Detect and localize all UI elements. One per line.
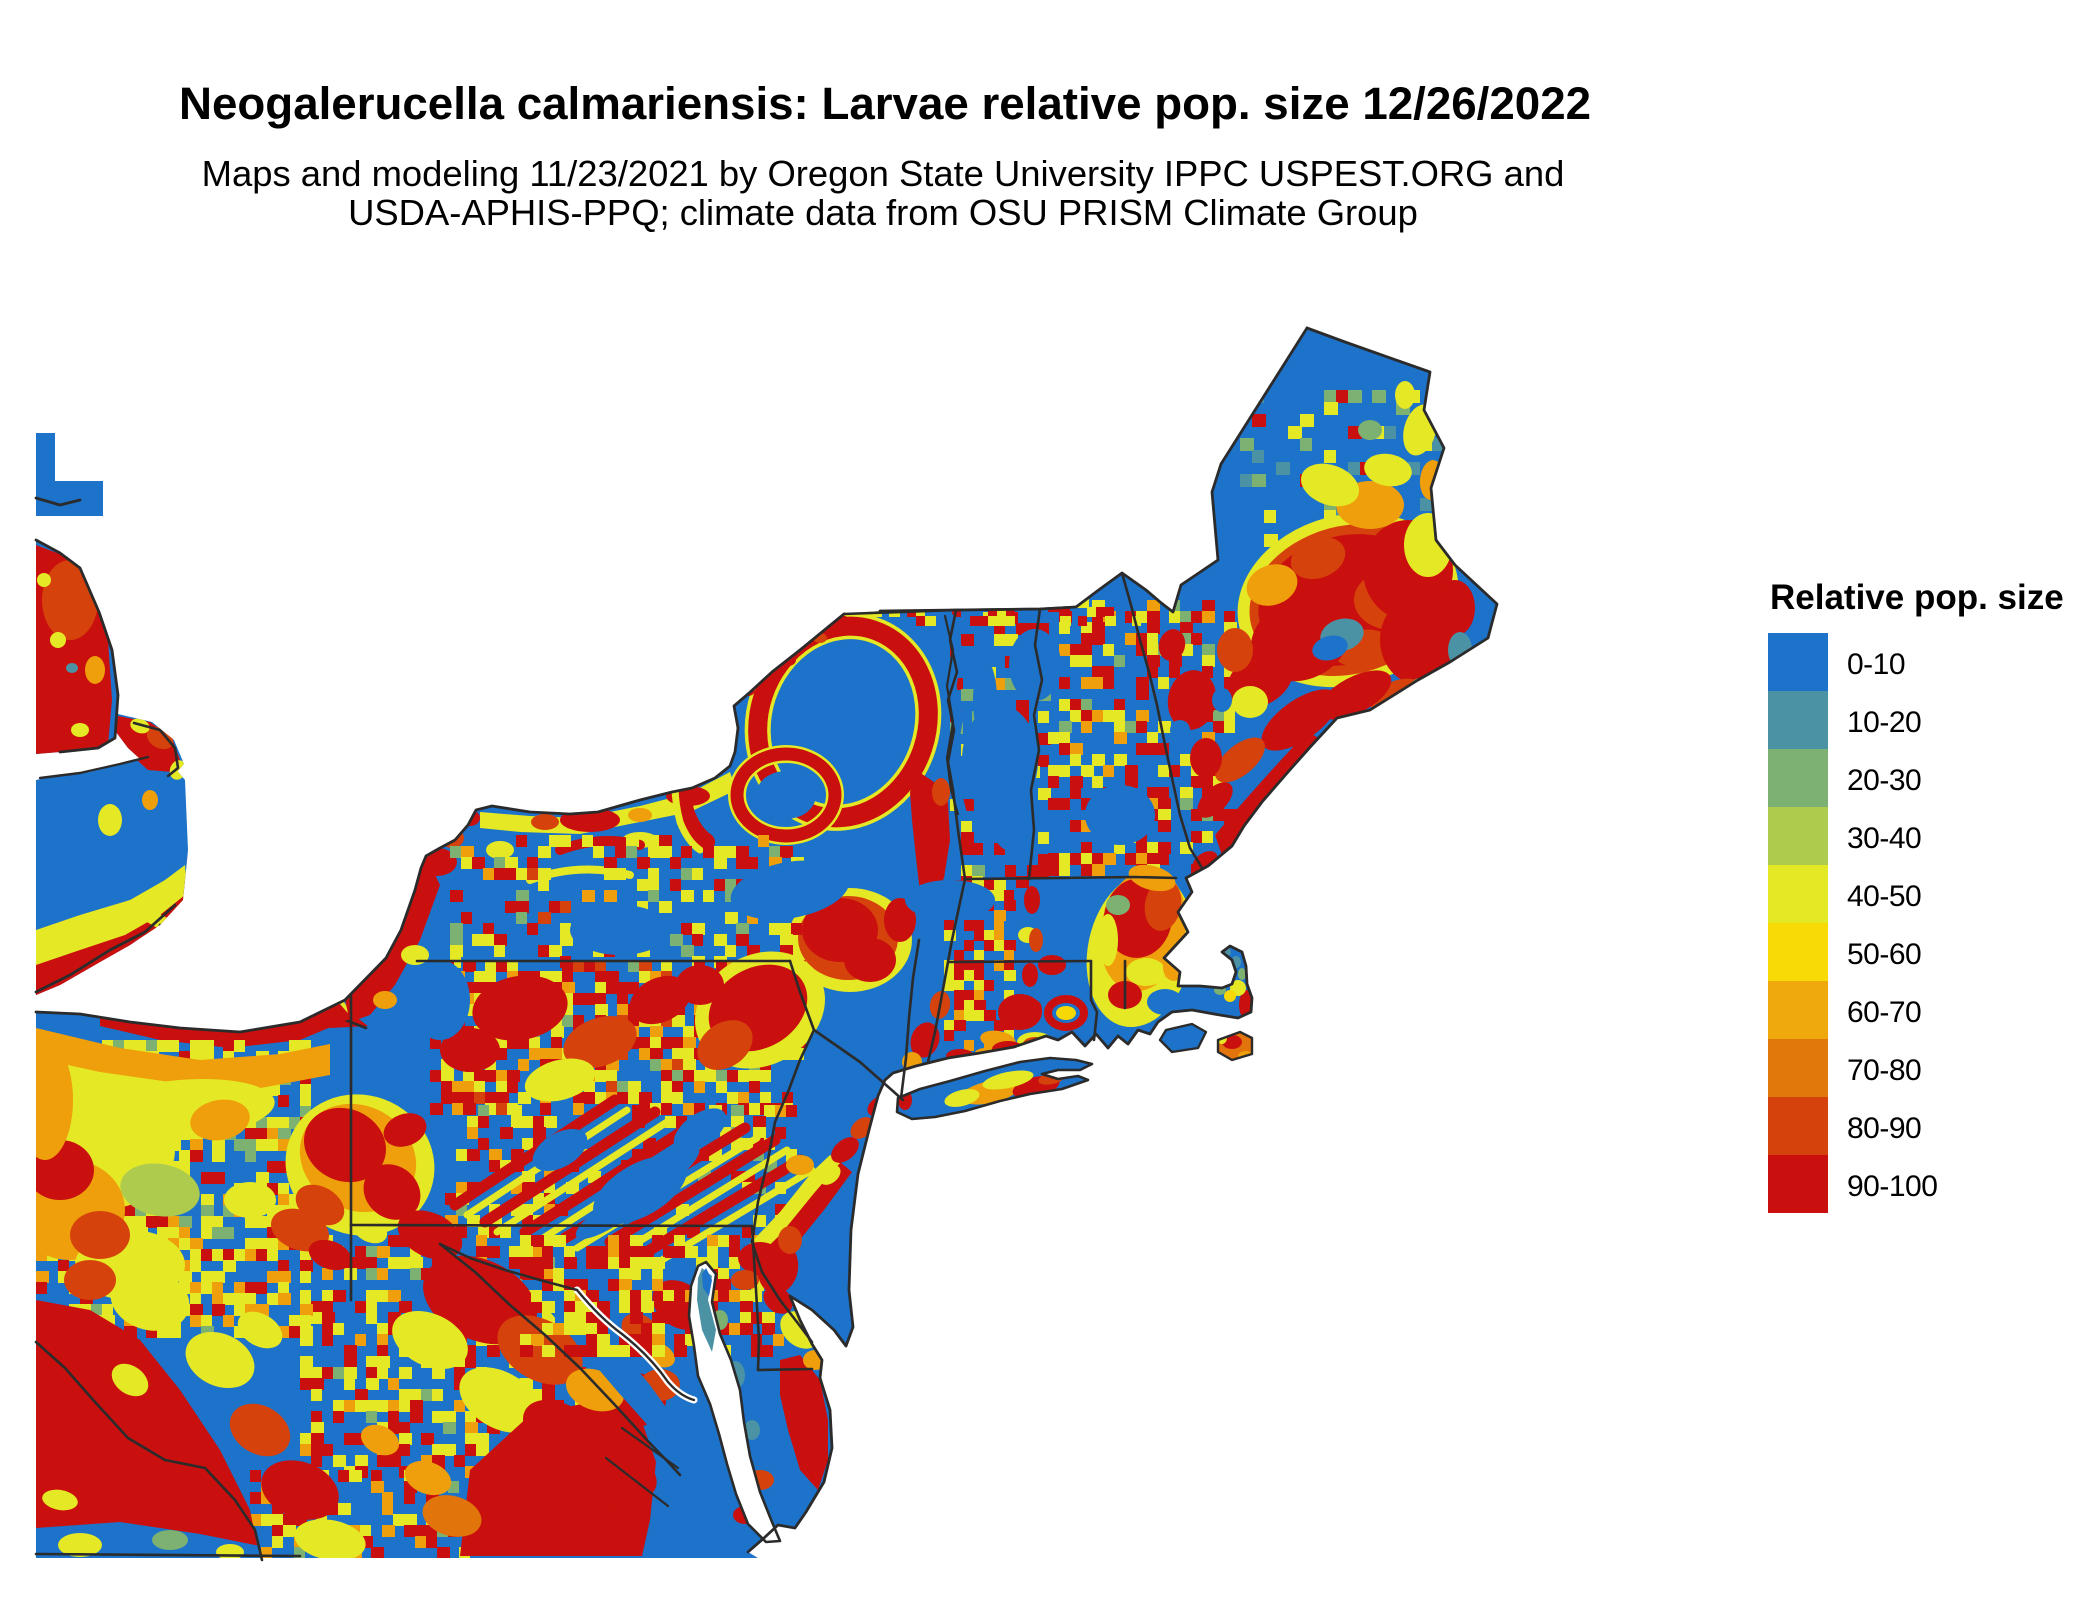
svg-text:Neogalerucella calmariensis: L: Neogalerucella calmariensis: Larvae rela… bbox=[179, 78, 1591, 129]
svg-text:20-30: 20-30 bbox=[1847, 764, 1921, 797]
svg-text:Maps and modeling 11/23/2021 b: Maps and modeling 11/23/2021 by Oregon S… bbox=[202, 153, 1565, 194]
svg-text:30-40: 30-40 bbox=[1847, 822, 1921, 855]
svg-text:60-70: 60-70 bbox=[1847, 996, 1921, 1029]
svg-text:90-100: 90-100 bbox=[1847, 1170, 1937, 1203]
svg-text:0-10: 0-10 bbox=[1847, 648, 1905, 681]
svg-text:70-80: 70-80 bbox=[1847, 1054, 1921, 1087]
svg-text:USDA-APHIS-PPQ; climate data f: USDA-APHIS-PPQ; climate data from OSU PR… bbox=[348, 192, 1418, 233]
svg-text:10-20: 10-20 bbox=[1847, 706, 1921, 739]
svg-text:40-50: 40-50 bbox=[1847, 880, 1921, 913]
svg-text:50-60: 50-60 bbox=[1847, 938, 1921, 971]
svg-text:80-90: 80-90 bbox=[1847, 1112, 1921, 1145]
svg-text:Relative pop. size: Relative pop. size bbox=[1770, 578, 2064, 617]
